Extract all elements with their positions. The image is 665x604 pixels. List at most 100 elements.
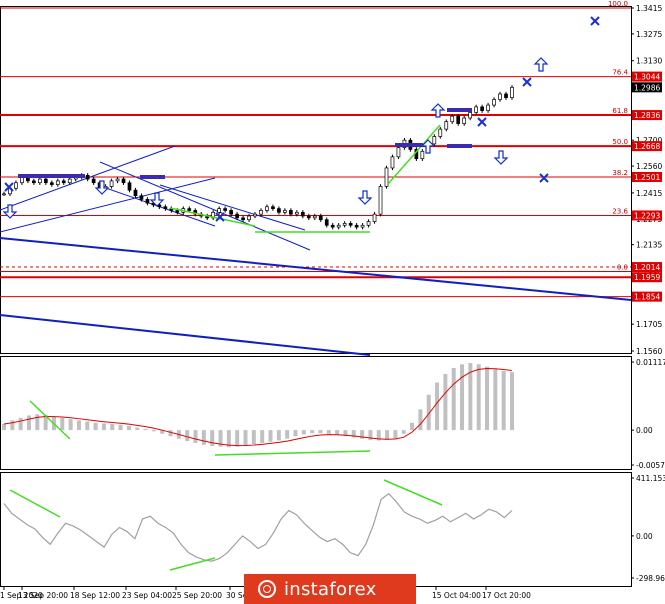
macd-bar [2,424,6,431]
macd-bar [268,430,273,442]
macd-divergence-line [29,400,71,440]
arrow-down-icon [2,204,18,219]
candle-body [139,195,144,200]
macd-bar [476,364,481,431]
price-tag-box [632,172,662,183]
macd-bar [251,430,256,445]
y-tick-label: 1.3275 [636,30,662,39]
candle-body [306,215,311,219]
macd-bar [501,370,506,431]
macd-bar [485,366,490,431]
candle-body [109,180,114,187]
macd-bar [68,419,73,431]
candle-body [61,180,66,184]
macd-tick-label: -0.00572 [636,461,665,470]
macd-bar [318,430,323,434]
price-tag-box [632,291,662,302]
level-marker [447,144,472,148]
candle-body [336,224,341,228]
cci-tick-label: 411.1534 [636,474,665,483]
candle-body [145,199,150,204]
green-trend-line [387,124,441,185]
cross-marker-icon [477,117,487,127]
x-tick-label: 1 Sep 2020 [0,591,43,600]
price-tag-label: 1.2986 [634,83,660,92]
candle-body [217,208,222,213]
candle-body [271,206,275,209]
candle-body [2,193,6,196]
cci-panel: 411.1534 0.00 -298.9645 [3,474,665,583]
candle-body [85,174,90,180]
price-tag-box [632,262,662,273]
macd-bar [85,421,90,431]
candle-body [277,208,281,213]
candle-body [486,104,490,111]
candle-body [390,156,395,169]
candle-body [348,223,353,226]
candle-body [133,189,138,197]
instaforex-watermark: instaforex [244,574,416,604]
macd-tick-label: 0.01117 [636,358,665,367]
macd-bar [135,427,140,431]
macd-bar [293,430,298,437]
candle-body [259,210,263,215]
macd-bar [235,430,240,447]
candle-body [396,147,401,158]
cross-marker-icon [215,212,225,222]
candle-body [235,213,239,219]
macd-bar [326,430,331,434]
candle-body [480,106,484,111]
macd-bar [393,430,398,439]
candle-body [241,217,245,221]
candle-body [223,208,227,211]
y-tick-label: 1.3415 [636,4,662,13]
candle-body [229,210,233,215]
candle-body [342,223,347,226]
candle-body [289,210,293,215]
macd-bar [468,363,473,431]
y-tick-label: 1.2700 [636,136,662,145]
macd-bar [160,430,165,434]
macd-bar [451,367,456,431]
fib-level-label: 0.0 [617,263,628,271]
candle-body [366,221,371,226]
macd-panel-frame [0,356,632,470]
macd-bar [43,414,48,431]
instaforex-logo-icon [258,580,276,598]
candle-body [324,219,329,226]
price-tag-label: 1.2014 [634,263,660,272]
trend-channel-line [99,161,311,251]
cci-tick-label: 0.00 [636,532,653,541]
y-tick-label: 1.3130 [636,57,662,66]
macd-bar [76,420,81,431]
candle-body [14,182,18,189]
candle-body [49,182,54,185]
price-tag-box [632,110,662,121]
y-tick-label: 1.2135 [636,241,662,250]
macd-bar [493,369,498,431]
candle-body [32,180,36,184]
candle-body [115,178,120,182]
arrow-down-icon [493,150,509,165]
y-tick-label: 1.1705 [636,320,662,329]
cross-marker-icon [590,16,600,26]
candle-body [20,176,24,184]
macd-bar [151,430,156,432]
fib-level-label: 61.8 [612,107,628,115]
candle-body [43,178,48,184]
macd-bar [410,422,415,431]
macd-bar [226,430,231,448]
macd-tick-label: 0.00 [636,426,653,435]
candle-body [444,121,449,130]
price-tag-box [632,210,662,221]
candle-body [378,186,383,215]
x-tick-label: 23 Sep 04:00 [122,591,172,600]
candle-body [294,211,299,215]
cci-tick-label: -298.9645 [636,574,665,583]
macd-divergence-line [214,450,371,456]
candle-body [163,206,168,209]
arrow-up-icon [533,57,549,72]
candle-body [300,211,305,217]
